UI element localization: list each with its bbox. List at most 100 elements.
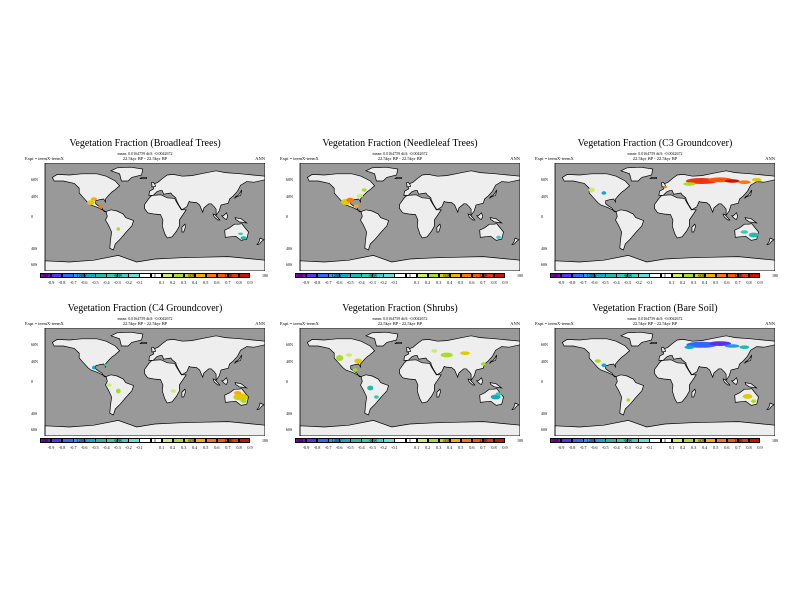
lon-label: 60W [624,438,633,443]
colorbar-label: -0.1 [646,280,653,285]
lat-label: 40N [541,194,548,199]
anomaly-patch [495,392,502,396]
colorbar-swatch [95,273,107,278]
colorbar-label: -0.2 [380,445,387,450]
landmass-eurasia [403,170,520,217]
landmass-britain [660,346,667,353]
panel-title: Vegetation Fraction (Shrubs) [342,303,458,314]
lon-label: 180 [517,273,523,278]
anomaly-patch [490,394,501,400]
colorbar-swatch [306,273,318,278]
colorbar-label: -0.4 [612,445,620,450]
colorbar-label: -0.2 [125,280,132,285]
panel-season: ANN [765,321,775,326]
colorbar-label: -0.7 [69,280,77,285]
lon-label: 120W [586,273,597,278]
anomaly-patch [496,235,501,240]
colorbar-label: -0.5 [346,280,354,285]
landmass-antarctica [44,420,265,436]
colorbar-swatch [427,438,440,443]
lon-label: 180 [772,273,778,278]
lon-label: 180 [297,438,303,443]
panel-mean: mean: 0.0164759 diff: -0.0042672 [372,316,428,321]
anomaly-patch [238,232,244,235]
colorbar-swatch [339,273,351,278]
colorbar-label: -0.5 [346,445,354,450]
colorbar-swatch [449,438,462,443]
colorbar: -0.9 -0.8 -0.7 -0.6 -0.5 -0.4 -0.3 -0.2 -0.1 0.1 0… [535,273,775,287]
colorbar-swatch [427,273,440,278]
colorbar-swatch [704,438,717,443]
colorbar-label: -0.7 [69,445,77,450]
colorbar-label: -0.9 [557,445,565,450]
lat-label: 0 [541,379,543,384]
colorbar-swatch [73,273,85,278]
panel-mean: mean: 0.0164759 diff: -0.0042672 [627,151,683,156]
colorbar-label: 0.6 [214,280,220,285]
colorbar-label: 0.4 [447,445,453,450]
lon-label: 180 [262,438,268,443]
colorbar-swatch [306,438,318,443]
landmass-antarctica [554,420,775,436]
lat-label: 60S [541,262,548,267]
lon-label: 60W [114,438,123,443]
panel-model: 22.5kyr BP - 22.5kyr BP [377,321,423,326]
colorbar-swatch [748,273,761,278]
colorbar-swatch [682,438,695,443]
colorbar-swatch [572,273,584,278]
colorbar-swatch [594,273,606,278]
lon-label: 60W [369,273,378,278]
lon-label: 180 [42,438,48,443]
anomaly-patch [361,188,367,192]
landmass-indonesia-borneo [730,212,739,220]
colorbar-label: -0.9 [47,445,55,450]
colorbar-swatch [660,273,672,278]
anomaly-patch [90,197,97,201]
landmass-new-guinea [234,217,248,224]
lon-label: 120W [331,438,342,443]
colorbar-swatch [40,273,52,278]
colorbar-swatch [205,273,218,278]
panel-title: Vegetation Fraction (Bare Soil) [592,303,718,314]
landmass-australia [224,223,249,241]
panel-expt: Expt = teemX-teemX [535,321,574,326]
colorbar-swatch [361,438,373,443]
landmass-new-guinea [234,382,248,389]
anomaly-patch [367,385,374,391]
landmass-antarctica [554,255,775,271]
lat-label: 0 [541,214,543,219]
colorbar-swatch [161,438,174,443]
landmass-indonesia-sumatra [467,378,476,386]
anomaly-patch [601,363,607,367]
colorbar-label: 0.6 [214,445,220,450]
colorbar-label: 0.3 [436,445,442,450]
lat-label: 40S [541,246,548,251]
landmass-iceland [139,342,147,344]
colorbar-swatch [372,438,384,443]
landmass-africa [654,359,697,404]
colorbar-swatch [383,438,395,443]
colorbar-swatch [471,273,484,278]
landmass-japan [744,189,753,199]
lon-label: 60E [443,273,450,278]
lon-label: 0 [409,438,411,443]
colorbar-swatch [350,438,362,443]
colorbar-swatch [40,438,52,443]
landmass-africa [399,359,442,404]
colorbar-label: -0.2 [635,445,642,450]
colorbar-label: 0.9 [502,445,508,450]
panel-expt: Expt = teemX-teemX [280,321,319,326]
colorbar-swatch [726,273,739,278]
colorbar-label: -0.8 [313,445,321,450]
colorbar-label: -0.8 [568,445,576,450]
colorbar-swatch [150,438,162,443]
panel-model: 22.5kyr BP - 22.5kyr BP [377,156,423,161]
anomaly-patch [345,353,352,357]
colorbar-swatch [660,438,672,443]
anomaly-patch [683,182,696,186]
landmass-madagascar [691,223,696,233]
colorbar-swatch [183,273,196,278]
panel-season: ANN [255,321,265,326]
colorbar-swatch [51,438,63,443]
colorbar-swatch [372,273,384,278]
